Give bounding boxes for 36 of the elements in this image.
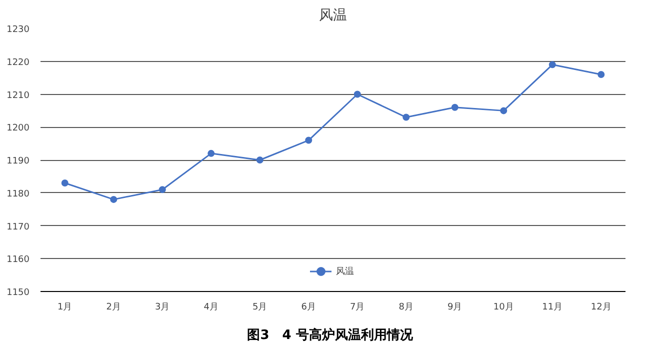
legend-label: 风温	[336, 266, 355, 278]
x-tick-label: 2月	[106, 302, 121, 312]
point	[500, 107, 508, 114]
x-tick-label: 5月	[252, 302, 268, 312]
point	[548, 61, 556, 68]
y-tick-label: 1160	[6, 255, 30, 266]
y-tick-label: 1220	[6, 58, 30, 68]
y-tick-label: 1150	[6, 288, 30, 298]
point	[598, 71, 605, 78]
x-tick-label: 1月	[58, 302, 72, 312]
y-tick-label: 1180	[6, 189, 30, 200]
x-tick-label: 9月	[448, 302, 462, 312]
x-tick-label: 11月	[542, 302, 563, 312]
point	[158, 186, 166, 194]
point	[110, 196, 118, 203]
point	[451, 104, 458, 111]
chart-title: 风温	[319, 8, 347, 24]
x-tick-label: 6月	[301, 302, 316, 312]
y-tick-label: 1210	[6, 90, 30, 101]
caption: 图3 4 号高炉风温利用情况	[247, 327, 413, 345]
x-tick-label: 10月	[493, 302, 514, 312]
y-tick-label: 1230	[6, 25, 30, 35]
x-tick-label: 4月	[204, 302, 218, 312]
point	[256, 156, 264, 164]
y-tick-label: 1170	[6, 222, 30, 232]
point	[354, 90, 361, 98]
y-tick-label: 1200	[6, 124, 30, 134]
point	[61, 180, 68, 187]
x-tick-label: 8月	[398, 302, 414, 312]
point	[402, 114, 410, 121]
point	[208, 150, 215, 157]
point	[305, 136, 312, 144]
x-tick-label: 3月	[155, 302, 170, 312]
x-tick-label: 12月	[590, 302, 612, 312]
y-tick-label: 1190	[6, 156, 30, 166]
x-tick-label: 7月	[350, 302, 365, 312]
